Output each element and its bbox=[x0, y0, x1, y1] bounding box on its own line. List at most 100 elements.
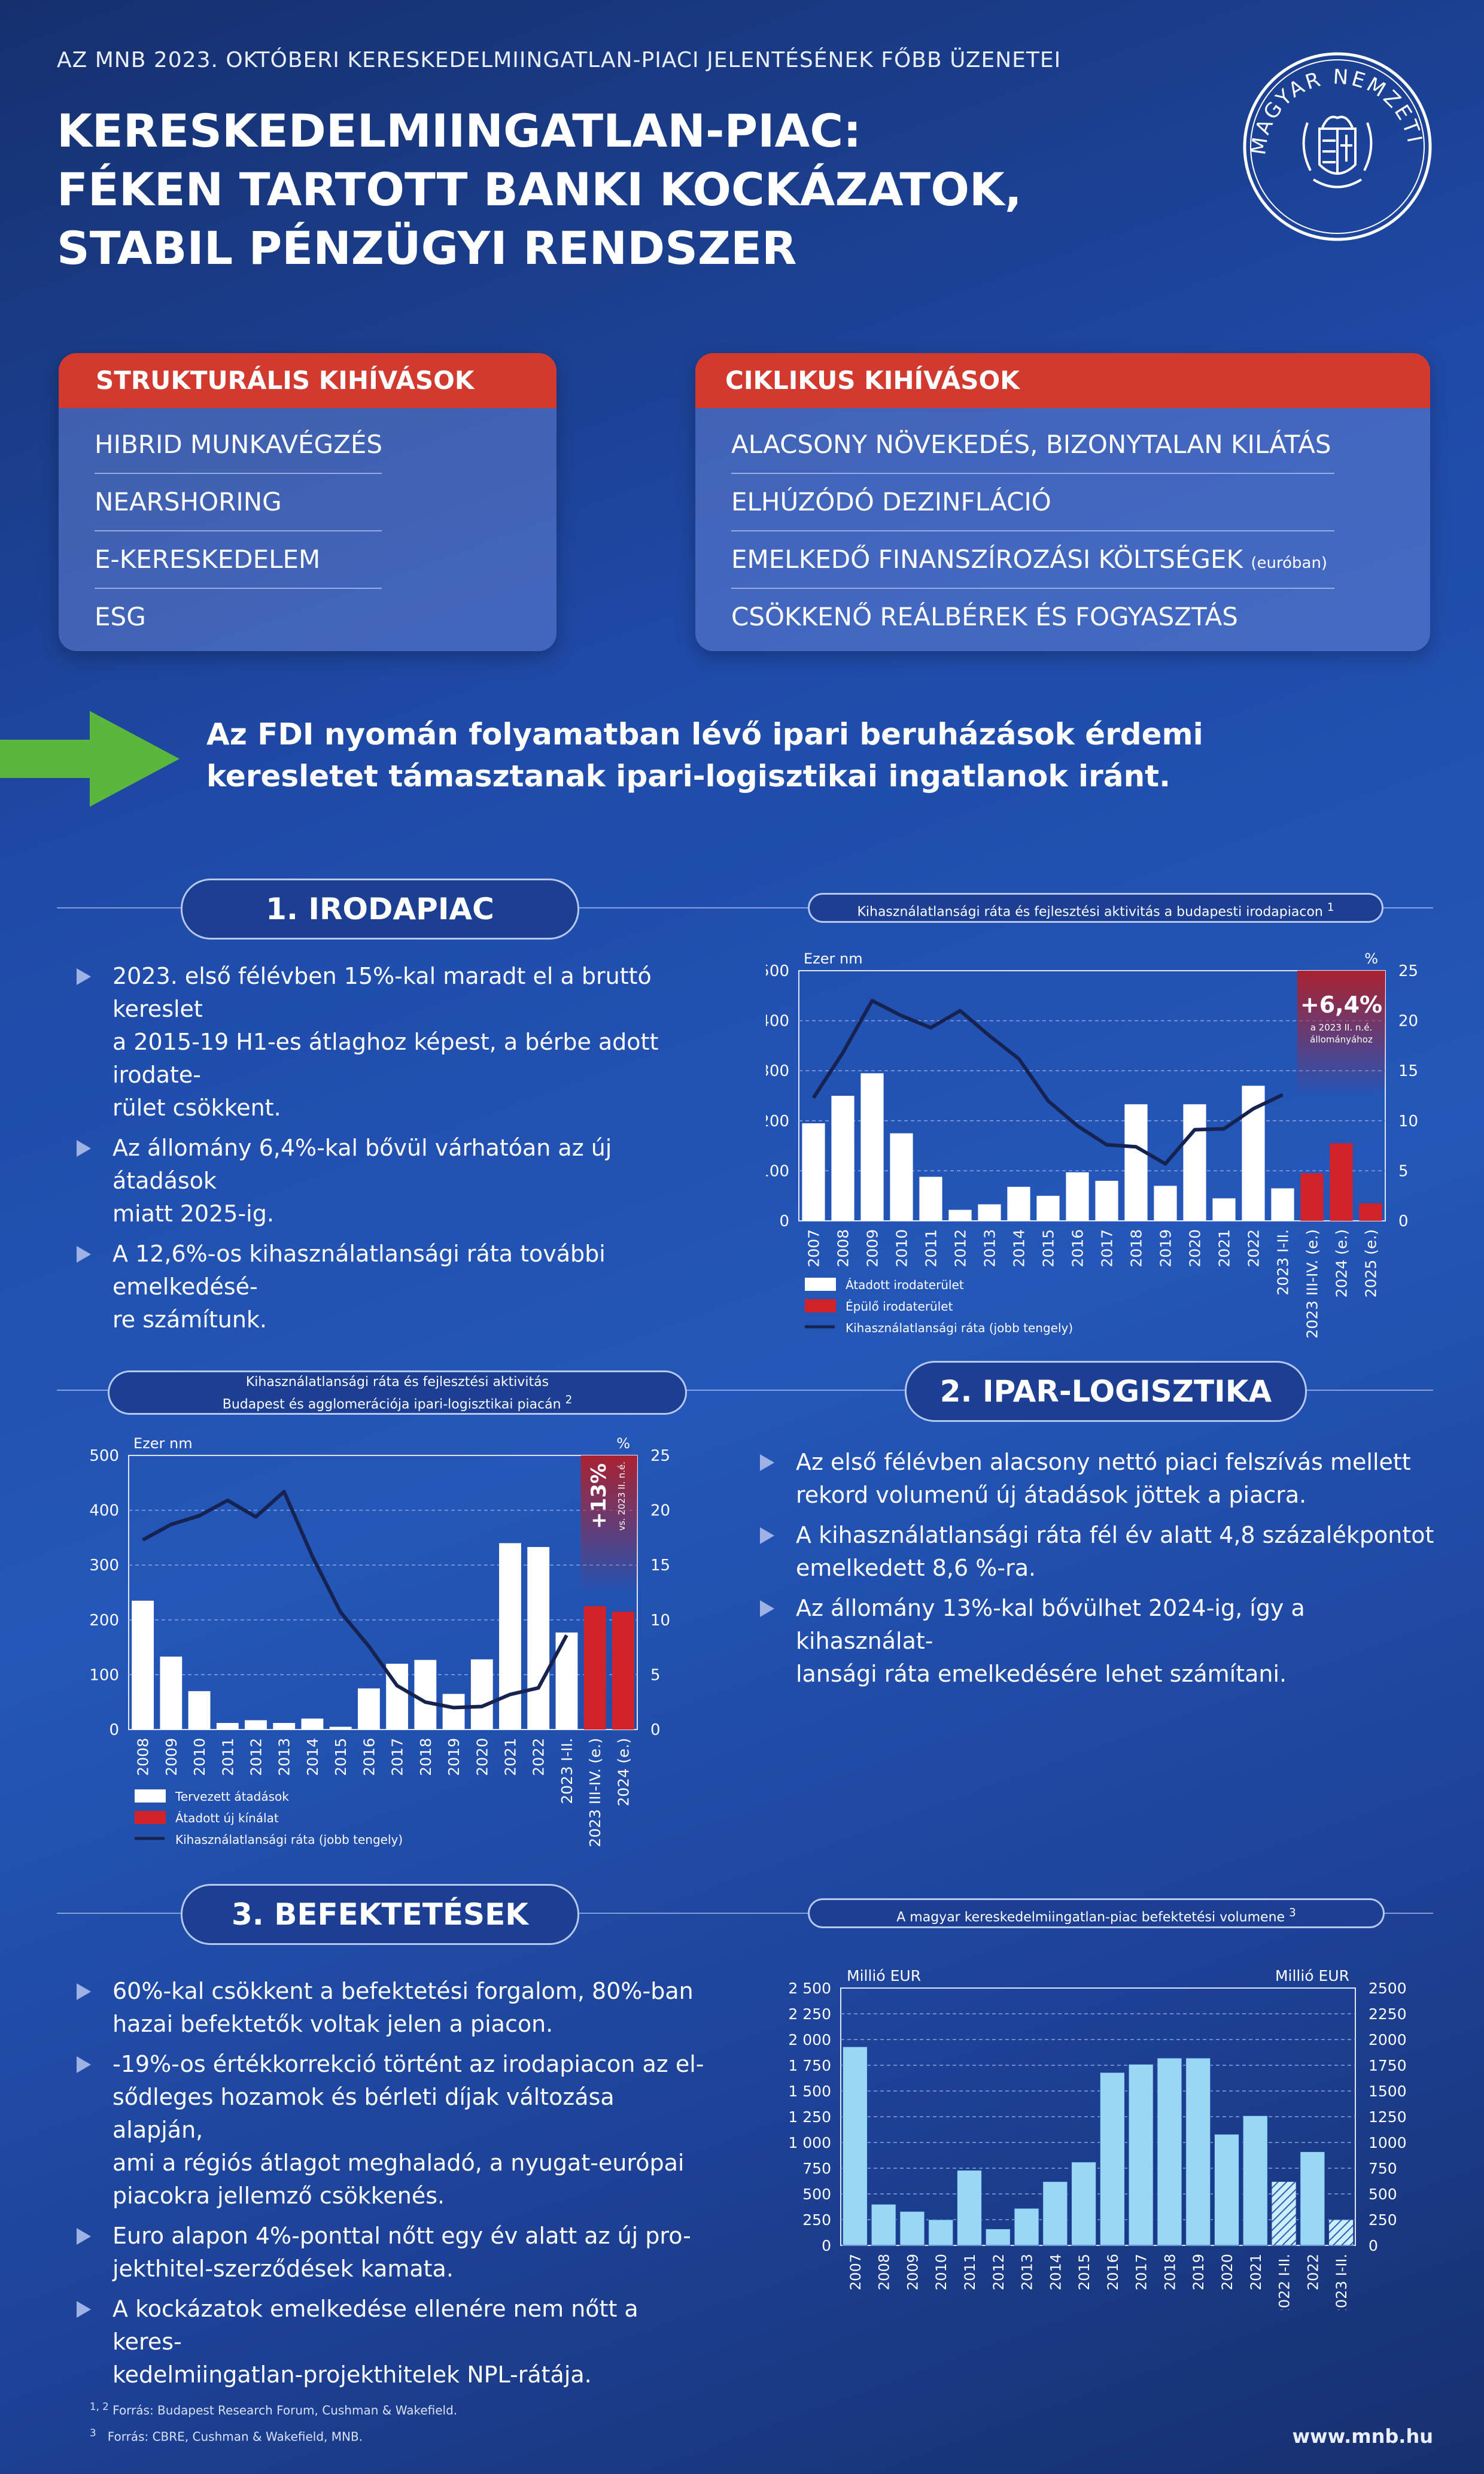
fdi-headline: Az FDI nyomán folyamatban lévő ipari ber… bbox=[206, 713, 1203, 797]
legend-label: Kihasználatlansági ráta (jobb tengely) bbox=[175, 1832, 403, 1847]
x-tick-label: 2009 bbox=[904, 2254, 921, 2290]
y-tick-label: 750 bbox=[802, 2160, 831, 2177]
title-line-1: KERESKEDELMIINGATLAN-PIAC: bbox=[57, 104, 862, 157]
footnote-1-sup: 1, 2 bbox=[90, 2401, 109, 2412]
y2-tick-label: 0 bbox=[1369, 2237, 1378, 2254]
investment-chart-title: A magyar kereskedelmiingatlan-piac befek… bbox=[808, 1898, 1385, 1928]
x-tick-label: 2008 bbox=[876, 2254, 893, 2290]
bullet-line: rület csökkent. bbox=[112, 1095, 281, 1121]
y2-tick-label: 2250 bbox=[1369, 2005, 1407, 2023]
bullet-line: -19%-os értékkorrekció történt az irodap… bbox=[112, 2051, 704, 2077]
industrial-chart-title: Kihasználatlansági ráta és fejlesztési a… bbox=[108, 1370, 687, 1415]
section-divider bbox=[57, 1913, 1433, 1914]
x-tick-label: 2014 bbox=[304, 1738, 321, 1776]
y-tick-label: 100 bbox=[89, 1666, 119, 1684]
y-tick-label: 2 500 bbox=[788, 1980, 831, 1997]
fdi-line-2: keresletet támasztanak ipari-logisztikai… bbox=[206, 759, 1171, 794]
x-tick-label: 2020 bbox=[473, 1738, 491, 1776]
office-heading: 1. IRODAPIAC bbox=[181, 879, 579, 940]
legend-label: Átadott új kínálat bbox=[175, 1811, 279, 1825]
bullet-line: 2023. első félévben 15%-kal maradt el a … bbox=[112, 963, 652, 1022]
footnote-3: 3 Forrás: CBRE, Cushman & Wakefield, MNB… bbox=[90, 2427, 363, 2444]
y2-axis-label: % bbox=[616, 1435, 630, 1452]
x-tick-label: 2018 bbox=[1128, 1229, 1145, 1268]
fdi-line-1: Az FDI nyomán folyamatban lévő ipari ber… bbox=[206, 717, 1203, 752]
x-tick-label: 2015 bbox=[1040, 1229, 1057, 1268]
x-tick-label: 2007 bbox=[805, 1229, 823, 1268]
x-tick-label: 2008 bbox=[835, 1229, 852, 1268]
industrial-heading: 2. IPAR-LOGISZTIKA bbox=[905, 1361, 1307, 1422]
x-tick-label: 2013 bbox=[276, 1738, 293, 1776]
y2-tick-label: 15 bbox=[1398, 1062, 1418, 1080]
y-tick-label: 0 bbox=[109, 1721, 119, 1739]
x-tick-label: 2017 bbox=[389, 1738, 406, 1776]
bar bbox=[499, 1543, 521, 1730]
bar bbox=[188, 1691, 211, 1730]
bar bbox=[1185, 2057, 1211, 2246]
bullet-line: A kockázatok emelkedése ellenére nem nőt… bbox=[112, 2296, 638, 2355]
y2-axis-label: % bbox=[1364, 950, 1378, 967]
bullet-line: hazai befektetők voltak jelen a piacon. bbox=[112, 2011, 554, 2037]
y2-tick-label: 20 bbox=[1398, 1013, 1418, 1031]
industrial-bullets: Az első félévben alacsony nettó piaci fe… bbox=[760, 1446, 1436, 1698]
bar bbox=[890, 1133, 913, 1221]
bar bbox=[985, 2228, 1011, 2246]
bar bbox=[1330, 1143, 1353, 1221]
office-chart: 0 100 200 300 400 500 0 5 10 15 20 25 Ezer nm% 2007 20… bbox=[766, 950, 1418, 1339]
green-arrow-icon bbox=[0, 711, 180, 807]
x-tick-label: 2014 bbox=[1011, 1229, 1028, 1268]
y-axis-label: Ezer nm bbox=[133, 1435, 193, 1452]
y-tick-label: 2 250 bbox=[788, 2005, 831, 2023]
bar bbox=[1300, 2151, 1325, 2246]
y-tick-label: 1 250 bbox=[788, 2108, 831, 2126]
x-tick-label: 2019 bbox=[1190, 2254, 1207, 2290]
x-tick-label: 2014 bbox=[1047, 2254, 1064, 2290]
bullet-line: Az első félévben alacsony nettó piaci fe… bbox=[796, 1449, 1411, 1475]
bar bbox=[842, 2046, 868, 2246]
y-tick-label: 300 bbox=[89, 1557, 119, 1575]
cyclical-list: ALACSONY NÖVEKEDÉS, BIZONYTALAN KILÁTÁS … bbox=[695, 408, 1370, 645]
x-tick-label: 2021 bbox=[502, 1738, 519, 1776]
vacancy-rate-line bbox=[142, 1490, 568, 1710]
bullet-line: miatt 2025-ig. bbox=[112, 1200, 274, 1227]
bar bbox=[860, 1073, 884, 1221]
x-tick-label: 2024 (e.) bbox=[1333, 1229, 1351, 1297]
legend-swatch bbox=[135, 1789, 166, 1803]
bar bbox=[442, 1694, 465, 1730]
bar bbox=[527, 1546, 550, 1730]
y2-tick-label: 0 bbox=[1398, 1212, 1409, 1230]
website-link[interactable]: www.mnb.hu bbox=[1292, 2425, 1433, 2448]
bar bbox=[583, 1606, 606, 1730]
bar bbox=[1124, 1104, 1148, 1221]
bullet-line: Euro alapon 4%-ponttal nőtt egy év alatt… bbox=[112, 2223, 691, 2249]
x-tick-label: 2013 bbox=[1019, 2254, 1036, 2290]
x-tick-label: 2009 bbox=[864, 1229, 881, 1268]
industrial-chart-title-sup: 2 bbox=[565, 1394, 573, 1406]
bar bbox=[928, 2219, 954, 2246]
x-tick-label: 2019 bbox=[445, 1738, 463, 1776]
bullet: A kockázatok emelkedése ellenére nem nőt… bbox=[77, 2293, 711, 2391]
x-tick-label: 2008 bbox=[135, 1738, 152, 1776]
section-divider bbox=[57, 907, 1433, 908]
bar bbox=[1183, 1104, 1206, 1221]
legend-swatch bbox=[805, 1278, 836, 1291]
footnote-3-text: Forrás: CBRE, Cushman & Wakefield, MNB. bbox=[107, 2429, 363, 2444]
bar bbox=[1242, 2115, 1268, 2246]
title-line-3: STABIL PÉNZÜGYI RENDSZER bbox=[57, 221, 797, 275]
legend-label: Kihasználatlansági ráta (jobb tengely) bbox=[846, 1321, 1073, 1335]
office-bullets: 2023. első félévben 15%-kal maradt el a … bbox=[77, 960, 711, 1344]
structural-item: ESG bbox=[95, 602, 146, 631]
structural-title: STRUKTURÁLIS KIHÍVÁSOK bbox=[59, 353, 556, 408]
investment-chart-title-sup: 3 bbox=[1289, 1907, 1296, 1919]
x-tick-label: 2018 bbox=[417, 1738, 434, 1776]
bullet: A kihasználatlansági ráta fél év alatt 4… bbox=[760, 1519, 1436, 1585]
bullet-line: sődleges hozamok és bérleti díjak változ… bbox=[112, 2084, 615, 2143]
industrial-chart-title-2: Budapest és agglomerációja ipari-logiszt… bbox=[110, 1391, 685, 1414]
y-tick-label: 250 bbox=[802, 2211, 831, 2229]
legend-label: Tervezett átadások bbox=[175, 1789, 289, 1804]
y2-tick-label: 25 bbox=[650, 1447, 670, 1465]
y-tick-label: 2 000 bbox=[788, 2031, 831, 2049]
y-tick-label: 500 bbox=[766, 962, 789, 980]
bar bbox=[612, 1612, 634, 1730]
x-tick-label: 2016 bbox=[1105, 2254, 1121, 2290]
